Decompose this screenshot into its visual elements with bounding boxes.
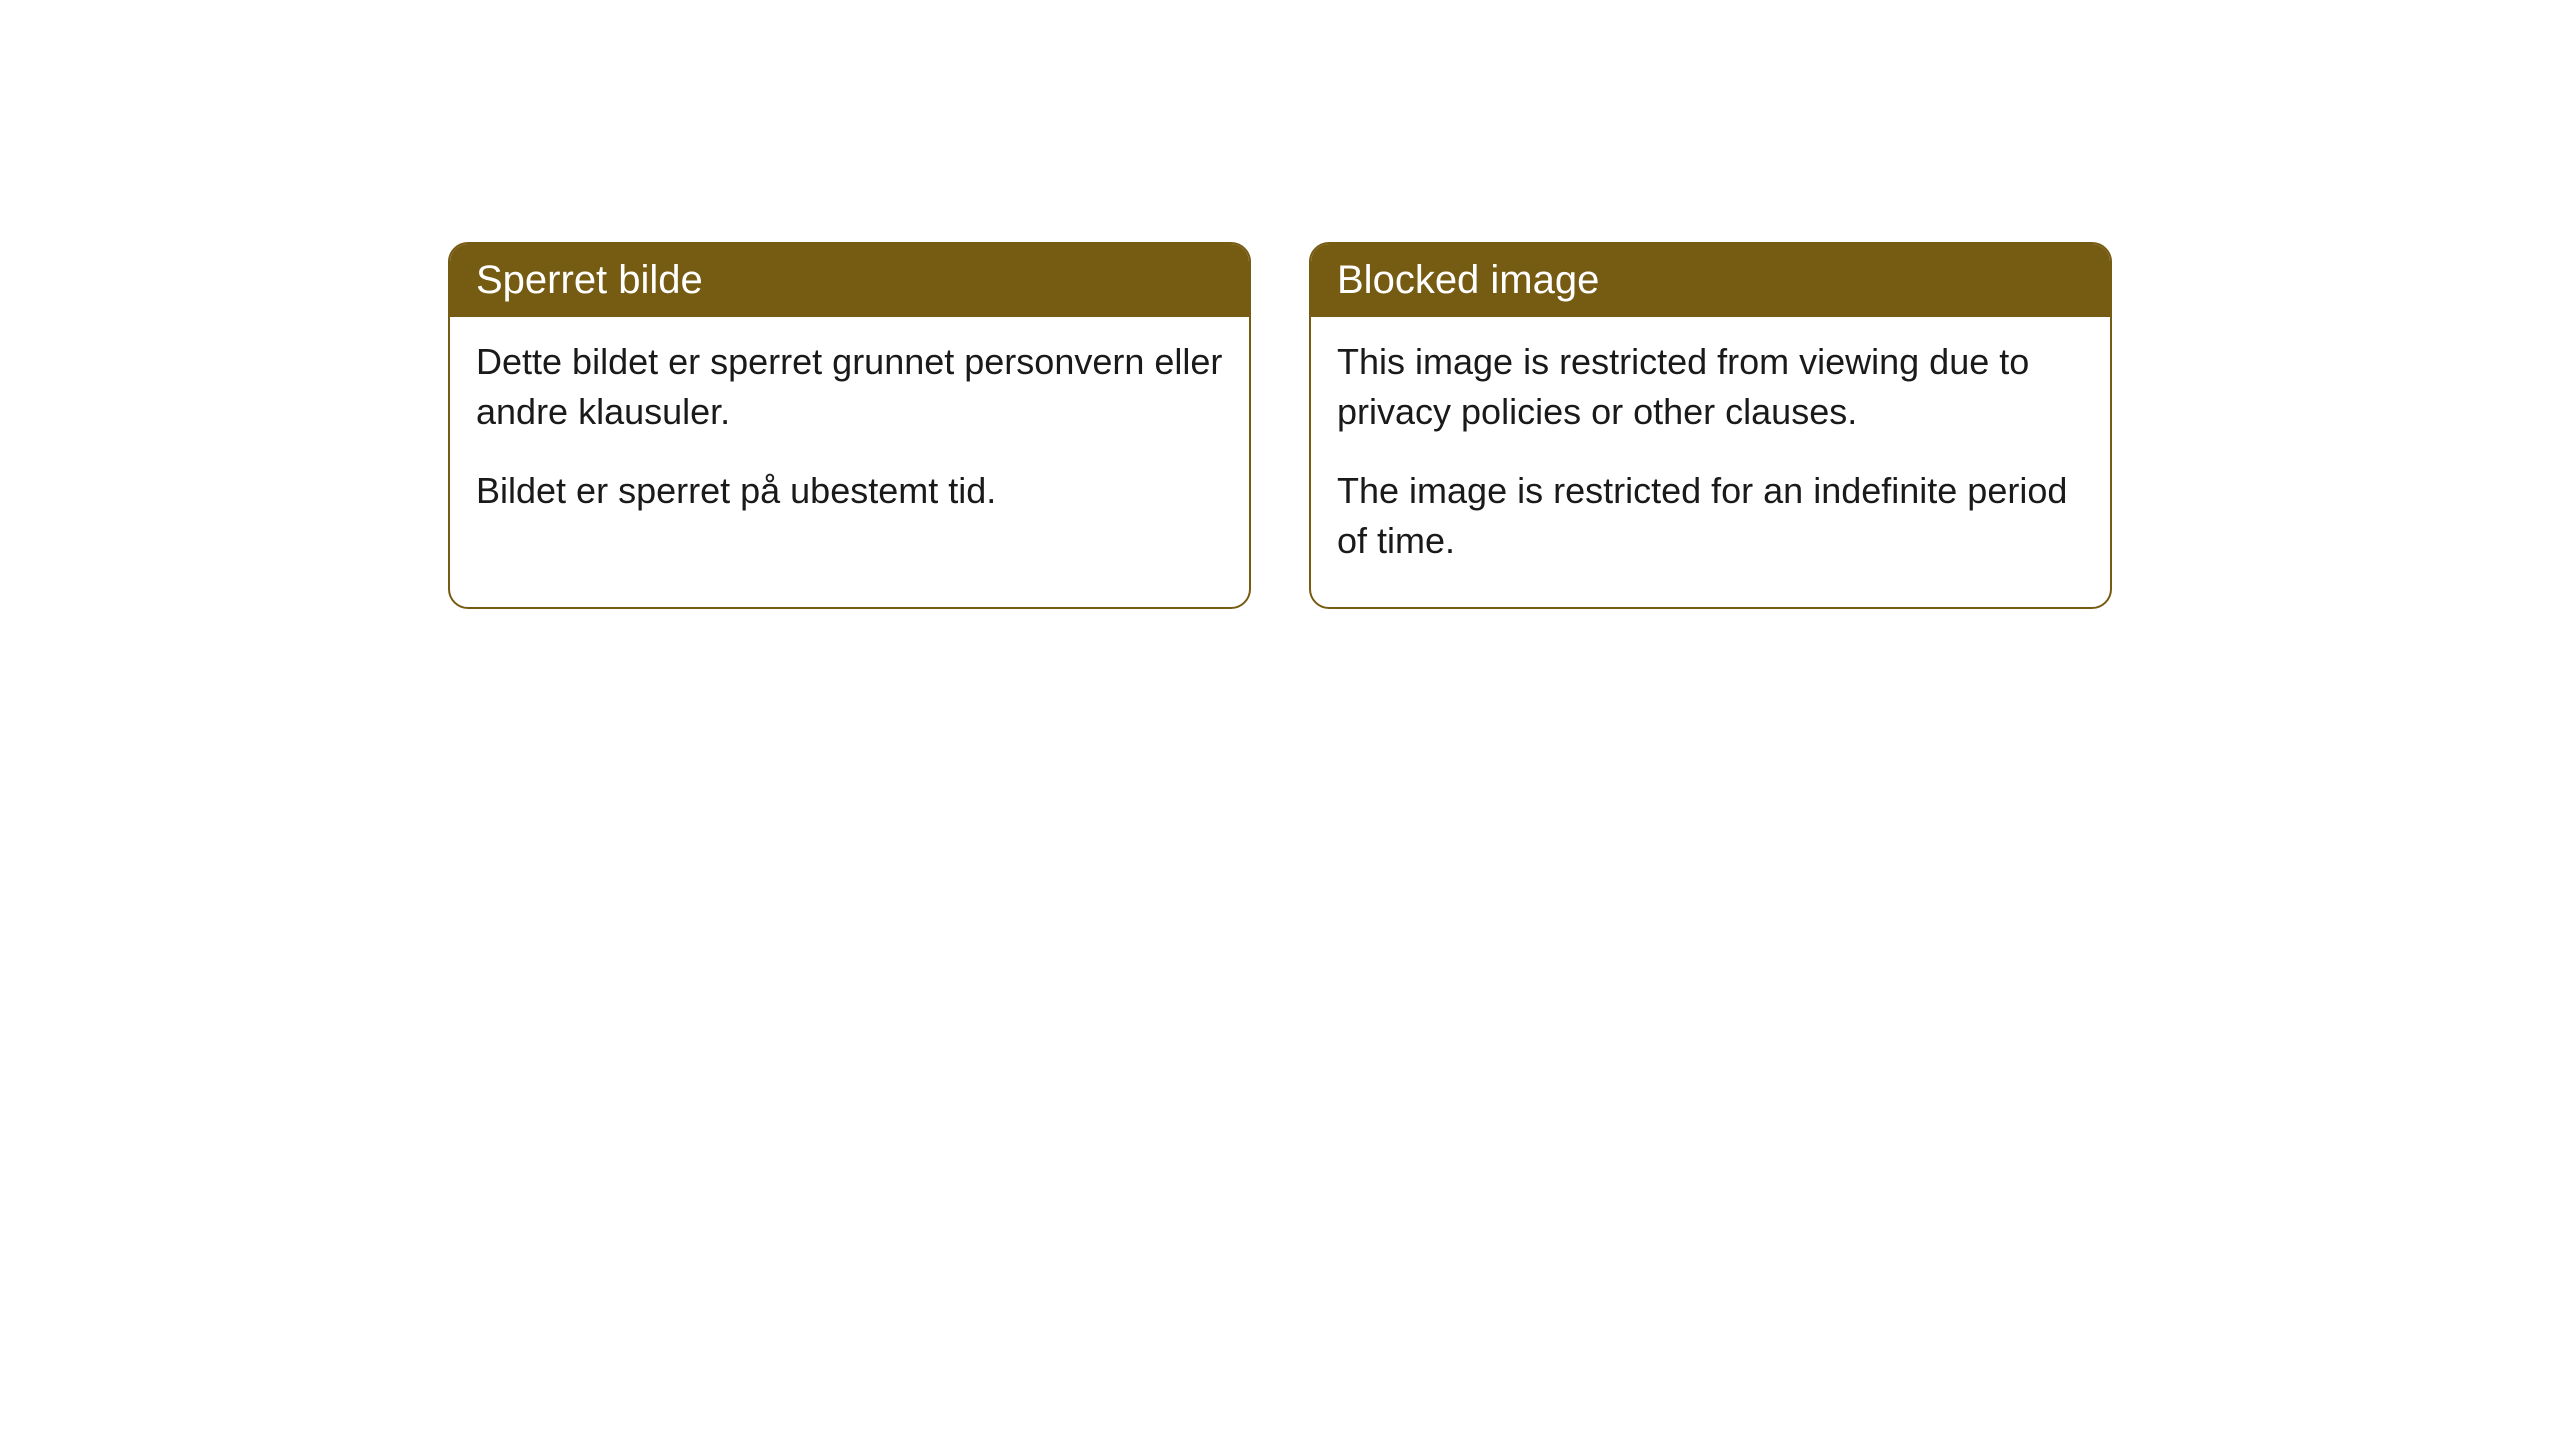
card-title: Blocked image [1337,258,1599,302]
blocked-image-card-english: Blocked image This image is restricted f… [1309,242,2112,609]
card-paragraph: This image is restricted from viewing du… [1337,337,2084,438]
blocked-image-card-norwegian: Sperret bilde Dette bildet er sperret gr… [448,242,1251,609]
card-header: Blocked image [1311,244,2110,317]
card-paragraph: Dette bildet er sperret grunnet personve… [476,337,1223,438]
cards-container: Sperret bilde Dette bildet er sperret gr… [448,242,2112,609]
card-paragraph: The image is restricted for an indefinit… [1337,466,2084,567]
card-body: Dette bildet er sperret grunnet personve… [450,317,1249,556]
card-body: This image is restricted from viewing du… [1311,317,2110,607]
card-header: Sperret bilde [450,244,1249,317]
card-paragraph: Bildet er sperret på ubestemt tid. [476,466,1223,516]
card-title: Sperret bilde [476,258,703,302]
